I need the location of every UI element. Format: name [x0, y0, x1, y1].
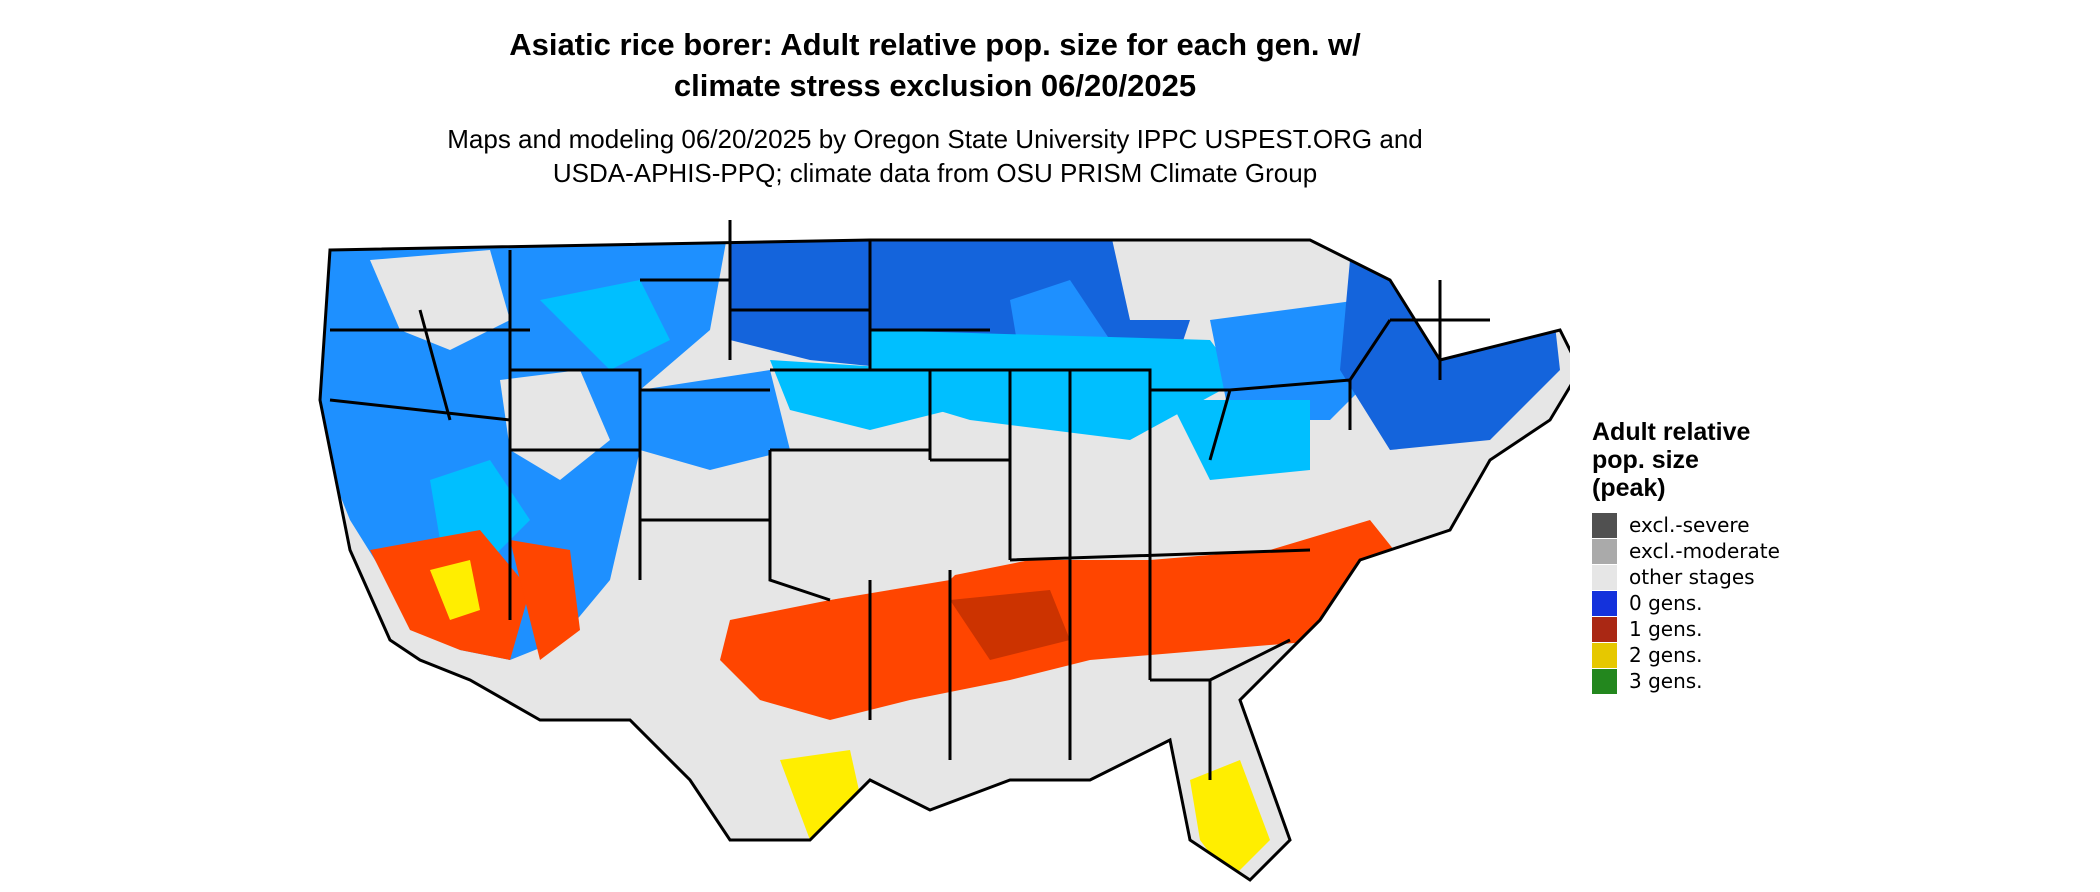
map-title-line2: climate stress exclusion 06/20/2025 — [673, 68, 1197, 103]
light-region-ohio — [1170, 400, 1310, 480]
gray-patch-nv — [500, 370, 610, 480]
legend-swatch — [1592, 512, 1617, 538]
light-region-midwest — [870, 330, 1240, 440]
legend-item: 2 gens. — [1592, 642, 1892, 668]
map-title: Asiatic rice borer: Adult relative pop. … — [0, 24, 1870, 106]
legend-title-line2: pop. size — [1592, 446, 1699, 474]
map-subtitle-line1: Maps and modeling 06/20/2025 by Oregon S… — [447, 124, 1423, 154]
legend-item: excl.-severe — [1592, 512, 1892, 538]
legend-title-line3: (peak) — [1592, 474, 1666, 502]
map-title-line1: Asiatic rice borer: Adult relative pop. … — [509, 27, 1361, 62]
light-patch-wy — [540, 280, 670, 370]
legend-item: excl.-moderate — [1592, 538, 1892, 564]
state-borders — [318, 220, 1570, 882]
legend-swatch — [1592, 590, 1617, 616]
cool-region-co — [640, 370, 790, 470]
legend-label: 2 gens. — [1629, 643, 1703, 667]
legend-swatch — [1592, 616, 1617, 642]
legend-item: 0 gens. — [1592, 590, 1892, 616]
gray-patch-maine — [1410, 250, 1520, 330]
legend-label: 1 gens. — [1629, 617, 1703, 641]
legend-title-line1: Adult relative — [1592, 418, 1751, 446]
legend-label: 3 gens. — [1629, 669, 1703, 693]
legend-label: other stages — [1629, 565, 1755, 589]
gray-region-plains — [770, 440, 1010, 600]
legend-item: 3 gens. — [1592, 668, 1892, 694]
us-map — [318, 220, 1570, 882]
map-subtitle: Maps and modeling 06/20/2025 by Oregon S… — [0, 122, 1870, 190]
map-subtitle-line2: USDA-APHIS-PPQ; climate data from OSU PR… — [552, 158, 1318, 188]
legend-label: excl.-severe — [1629, 513, 1750, 537]
legend-label: 0 gens. — [1629, 591, 1703, 615]
legend-swatch — [1592, 538, 1617, 564]
legend-swatch — [1592, 642, 1617, 668]
legend-title: Adult relative pop. size (peak) — [1592, 418, 1892, 502]
warm-region-dark-ms — [950, 590, 1070, 660]
map-fill-layer — [320, 240, 1570, 880]
hot-region-florida — [1190, 760, 1270, 880]
legend-swatch — [1592, 564, 1617, 590]
map-legend: Adult relative pop. size (peak) excl.-se… — [1592, 418, 1892, 694]
legend-label: excl.-moderate — [1629, 539, 1780, 563]
warm-region-south — [720, 520, 1410, 720]
gray-patch-nw — [370, 250, 510, 350]
legend-item: other stages — [1592, 564, 1892, 590]
hot-patch-desert — [430, 560, 480, 620]
warm-region-az — [510, 540, 580, 660]
legend-items: excl.-severe excl.-moderate other stages 0 … — [1592, 512, 1892, 694]
legend-item: 1 gens. — [1592, 616, 1892, 642]
legend-swatch — [1592, 668, 1617, 694]
